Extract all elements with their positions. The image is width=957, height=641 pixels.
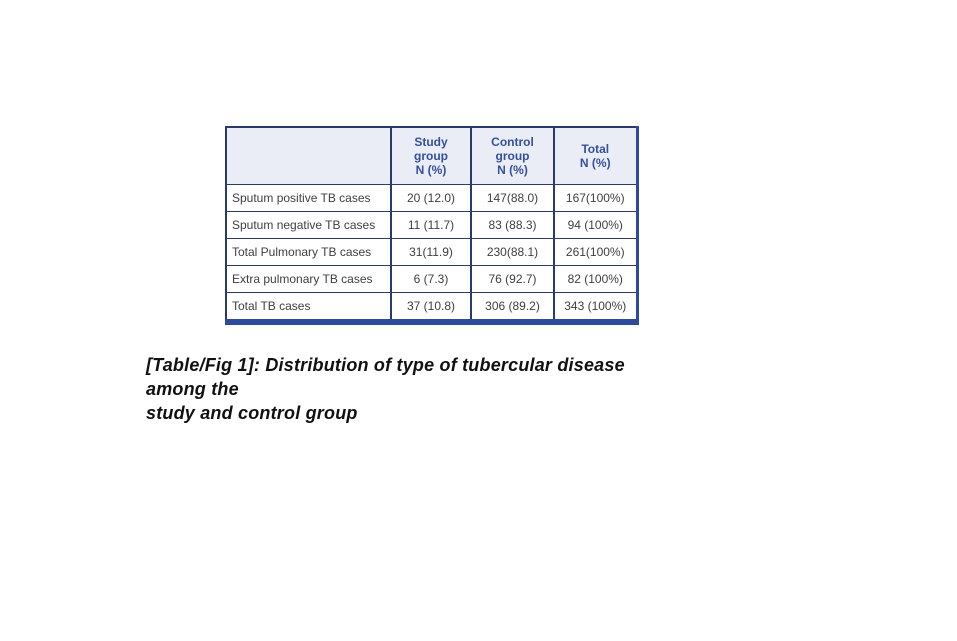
cell-total-value: 82 (100%) — [553, 265, 638, 293]
cell-study-value: 31(11.9) — [390, 238, 472, 266]
figure-caption: [Table/Fig 1]: Distribution of type of t… — [146, 353, 746, 425]
table-row: Sputum positive TB cases 20 (12.0) 147(8… — [225, 184, 638, 212]
table-row: Extra pulmonary TB cases 6 (7.3) 76 (92.… — [225, 265, 638, 293]
row-label: Sputum positive TB cases — [225, 184, 392, 212]
table-row: Total Pulmonary TB cases 31(11.9) 230(88… — [225, 238, 638, 266]
header-cell-total: Total N (%) — [553, 126, 638, 185]
cell-study-value: 6 (7.3) — [390, 265, 472, 293]
cell-control-value: 230(88.1) — [470, 238, 555, 266]
cell-control-value: 76 (92.7) — [470, 265, 555, 293]
tb-distribution-table: Study group N (%) Control group N (%) To… — [225, 126, 639, 325]
cell-study-value: 20 (12.0) — [390, 184, 472, 212]
cell-control-value: 83 (88.3) — [470, 211, 555, 239]
cell-total-value: 94 (100%) — [553, 211, 638, 239]
row-label: Extra pulmonary TB cases — [225, 265, 392, 293]
table-header-row: Study group N (%) Control group N (%) To… — [225, 126, 638, 185]
header-cell-empty — [225, 126, 392, 185]
cell-total-value: 343 (100%) — [553, 292, 638, 323]
caption-line-3: study and control group — [146, 403, 358, 423]
cell-total-value: 167(100%) — [553, 184, 638, 212]
row-label: Total TB cases — [225, 292, 392, 323]
cell-control-value: 147(88.0) — [470, 184, 555, 212]
cell-total-value: 261(100%) — [553, 238, 638, 266]
row-label: Sputum negative TB cases — [225, 211, 392, 239]
header-cell-control-group: Control group N (%) — [470, 126, 555, 185]
cell-study-value: 37 (10.8) — [390, 292, 472, 323]
caption-line-1: [Table/Fig 1]: Distribution of type of t… — [146, 355, 625, 375]
table-row: Sputum negative TB cases 11 (11.7) 83 (8… — [225, 211, 638, 239]
cell-control-value: 306 (89.2) — [470, 292, 555, 323]
caption-line-2: among the — [146, 379, 239, 399]
header-cell-study-group: Study group N (%) — [390, 126, 472, 185]
table-row: Total TB cases 37 (10.8) 306 (89.2) 343 … — [225, 292, 638, 323]
row-label: Total Pulmonary TB cases — [225, 238, 392, 266]
cell-study-value: 11 (11.7) — [390, 211, 472, 239]
